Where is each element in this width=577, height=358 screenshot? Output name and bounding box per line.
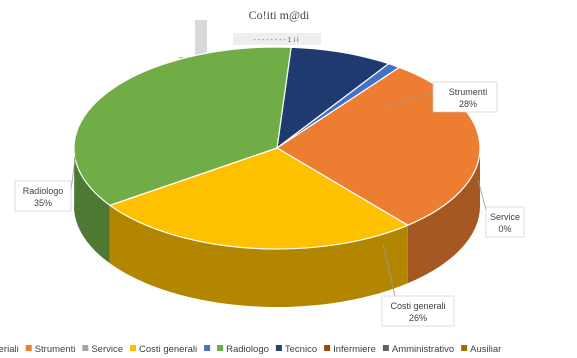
leader-line [70, 151, 77, 191]
legend-label: Ausiliar [470, 344, 501, 355]
legend-item-radiologo: Radiologo [217, 344, 269, 355]
leader-line [477, 179, 487, 211]
callout-costi-generali: Costi generali 26% [381, 243, 455, 327]
pie-side-strumenti [407, 148, 480, 284]
slice-label: Service [490, 212, 520, 222]
legend-item-service: Service [82, 344, 123, 355]
legend-item-strumenti: Strumenti [25, 344, 76, 355]
legend-swatch [461, 345, 468, 351]
title-mark [195, 20, 207, 64]
callout-box [432, 81, 498, 113]
legend-item-teriali: teriali [0, 344, 19, 355]
slice-label: Strumenti [449, 87, 488, 97]
callout-box [14, 180, 72, 212]
legend-label: Tecnico [285, 344, 317, 355]
pie-labels: Strumenti 28% Service 0% Costi generali 26% Ra… [14, 81, 525, 327]
chart-subtitle: - - - - - - - - 1 i i [253, 37, 299, 44]
slice-percent: 26% [409, 313, 427, 323]
leader-line [382, 243, 396, 297]
legend-item-amministrativo: Amministrativo [382, 344, 454, 355]
legend-swatch [25, 345, 32, 351]
legend-label: Infermiere [333, 344, 376, 355]
legend-swatch [217, 345, 224, 351]
legend-item-tecnico: Tecnico [275, 344, 317, 355]
pie-slice-strumenti-2 [276, 66, 481, 226]
slice-percent: 35% [34, 198, 52, 208]
legend-label: Costi generali [139, 344, 197, 355]
legend-label: Service [91, 344, 123, 355]
legend-swatch [204, 345, 211, 351]
callout-service: Service 0% [477, 179, 525, 238]
chart-title: Co!iti m@di [249, 8, 310, 22]
slice-percent: 0% [498, 224, 511, 234]
slice-label: Costi generali [390, 301, 445, 311]
legend-label: teriali [0, 344, 19, 355]
legend-item-blank-4 [204, 345, 211, 351]
leader-line [384, 91, 434, 109]
slice-label: Radiologo [23, 186, 64, 196]
pie-top [73, 46, 481, 250]
legend-swatch [382, 345, 389, 351]
legend-swatch [324, 345, 331, 351]
callout-box [485, 206, 525, 238]
legend-item-costi-generali: Costi generali [130, 344, 197, 355]
pie-slice-radiologo-5 [73, 46, 292, 206]
pie-side-costi-generali [109, 205, 408, 308]
legend-swatch [82, 345, 89, 351]
pie-side-radiologo [74, 148, 110, 264]
legend-item-infermiere: Infermiere [324, 344, 376, 355]
pie-sides [73, 148, 480, 308]
callout-box [381, 295, 455, 327]
legend-label: Amministrativo [392, 344, 454, 355]
legend-swatch [130, 345, 137, 351]
legend-label: Radiologo [226, 344, 269, 355]
legend-swatch [275, 345, 282, 351]
legend-item-ausiliar: Ausiliar [461, 344, 501, 355]
pie-slice-costi-generali-4 [109, 147, 409, 250]
callout-radiologo: Radiologo 35% [14, 151, 77, 212]
callout-strumenti: Strumenti 28% [384, 81, 498, 113]
legend-label: Strumenti [35, 344, 76, 355]
legend: teriali Strumenti Service Costi generali Rad… [0, 344, 501, 355]
slice-percent: 28% [459, 99, 477, 109]
pie-slice-tecnico-0 [276, 46, 390, 149]
subtitle-box [233, 33, 321, 45]
